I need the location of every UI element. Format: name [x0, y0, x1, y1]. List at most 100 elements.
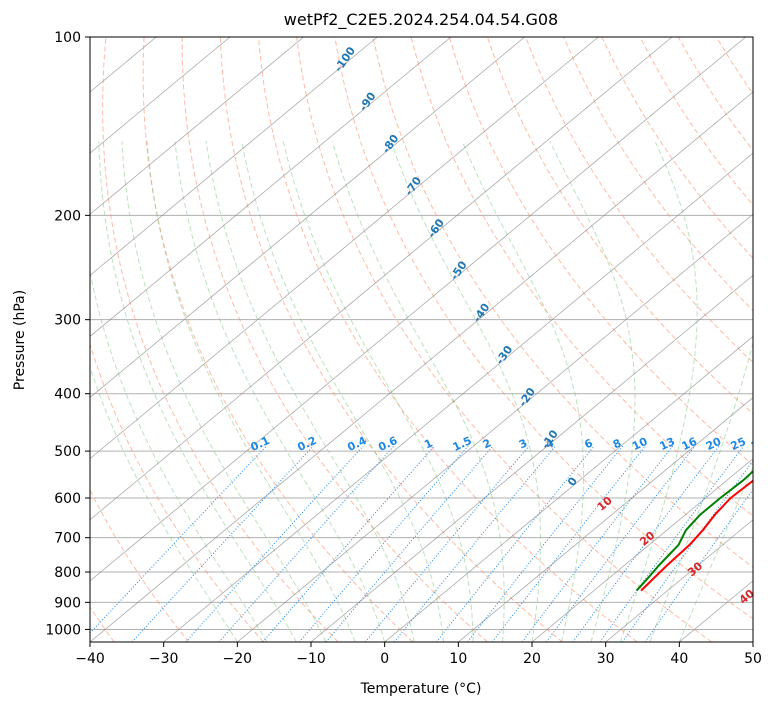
- isotherm: [605, 519, 753, 642]
- mixing-ratio-label: 13: [658, 435, 677, 453]
- moist-adiabat: [282, 141, 474, 642]
- isotherm: [163, 152, 753, 642]
- isotherm: [90, 91, 753, 642]
- isotherm: [90, 37, 304, 215]
- mixing-ratio-label: 16: [680, 435, 700, 453]
- y-axis-label: Pressure (hPa): [12, 290, 28, 390]
- isotherm-label: -50: [448, 258, 470, 282]
- dry-adiabat: [142, 37, 414, 642]
- isotherm: [531, 458, 753, 642]
- y-axis: 100 200 300 400 500 600 700 800 900 1000: [45, 30, 90, 638]
- isotherm: [384, 335, 753, 642]
- isotherm: [237, 213, 753, 642]
- mixing-ratio-line: [436, 445, 595, 642]
- moist-adiabat: [649, 341, 753, 642]
- dry-adiabat: [334, 37, 753, 620]
- isotherm-label: -70: [402, 174, 424, 198]
- moist-adiabat: [549, 141, 636, 642]
- y-tick-label: 200: [54, 208, 81, 224]
- isotherm: [752, 641, 753, 642]
- mixing-ratio-line: [364, 445, 530, 642]
- x-tick-label: 40: [670, 651, 688, 667]
- mixing-ratio-label: 36: [770, 435, 775, 453]
- dry-adiabat: [525, 37, 753, 364]
- dry-adiabat: [715, 37, 753, 95]
- isotherm-label: -80: [379, 132, 401, 156]
- x-tick-label: −10: [296, 651, 326, 667]
- mixing-ratio-label: 25: [729, 435, 748, 453]
- isotherm: [679, 580, 753, 642]
- isotherm: [458, 397, 753, 642]
- moist-adiabat: [241, 141, 445, 642]
- x-tick-label: 20: [523, 651, 541, 667]
- dewpoint-profile: [635, 469, 753, 592]
- isotherm: [90, 37, 378, 276]
- isotherm-label: -60: [425, 216, 447, 240]
- isotherm-label: -40: [470, 301, 492, 325]
- adiabat-label: 40: [737, 587, 757, 607]
- y-tick-label: 300: [54, 313, 81, 329]
- temperature-profile: [640, 479, 753, 592]
- isotherm-label: -90: [357, 90, 379, 114]
- mixing-ratio-line: [262, 445, 435, 642]
- isotherm-label: -10: [539, 427, 561, 451]
- dry-adiabat: [410, 37, 753, 517]
- moist-adiabat: [331, 141, 505, 642]
- dry-adiabat: [486, 37, 753, 415]
- dry-adiabat: [755, 37, 775, 642]
- y-tick-label: 700: [54, 531, 81, 547]
- isotherm-label: -30: [493, 343, 515, 367]
- y-tick-label: 900: [54, 595, 81, 611]
- isotherm: [310, 274, 753, 642]
- moist-adiabat: [146, 141, 356, 642]
- isotherm-label: 0: [565, 475, 580, 489]
- y-tick-label: 600: [54, 491, 81, 507]
- mixing-ratio-line: [325, 445, 494, 642]
- dry-adiabat: [563, 37, 753, 312]
- plot-background: [90, 37, 775, 642]
- moist-adiabat: [205, 141, 415, 642]
- moist-adiabat: [121, 141, 327, 642]
- dry-adiabat: [639, 37, 753, 206]
- mixing-ratio-line: [644, 488, 753, 642]
- y-tick-label: 500: [54, 444, 81, 460]
- mixing-ratio-line: [298, 445, 469, 642]
- isotherm: [90, 37, 673, 521]
- adiabat-label: 20: [637, 529, 657, 549]
- moist-adiabat: [90, 365, 238, 642]
- isotherm: [90, 37, 746, 582]
- isotherm: [90, 37, 525, 399]
- moist-adiabat: [390, 141, 541, 642]
- x-tick-label: 50: [744, 651, 762, 667]
- x-tick-label: 30: [597, 651, 615, 667]
- dry-adiabat: [372, 37, 753, 568]
- x-tick-label: −30: [149, 651, 179, 667]
- x-tick-label: 10: [449, 651, 467, 667]
- y-tick-label: 100: [54, 30, 81, 46]
- mixing-ratio-line: [90, 445, 267, 634]
- moist-adiabat: [461, 141, 584, 642]
- mixing-ratio-label: 10: [630, 435, 650, 453]
- isotherm-label: -100: [332, 44, 359, 74]
- x-axis-label: Temperature (°C): [360, 681, 482, 697]
- dry-adiabat: [448, 37, 753, 466]
- moist-adiabat: [174, 141, 386, 642]
- dry-adiabat: [296, 37, 712, 642]
- chart-title: wetPf2_C2E5.2024.254.04.54.G08: [284, 10, 558, 30]
- x-axis: −40 −30 −20 −10 0 10 20 30 40 50: [75, 642, 762, 667]
- mixing-ratio-line: [467, 445, 624, 642]
- mixing-ratio-label: 20: [704, 435, 724, 453]
- dry-adiabat: [181, 37, 488, 642]
- mixing-ratio-label: 30: [749, 435, 769, 453]
- isotherm: [90, 37, 452, 337]
- mixing-ratio-line: [491, 445, 646, 642]
- x-tick-label: −40: [75, 651, 105, 667]
- dry-adiabat: [90, 488, 190, 642]
- moist-adiabat: [98, 141, 297, 642]
- mixing-ratio-line: [393, 445, 556, 642]
- mixing-ratio-label: 6: [582, 436, 595, 451]
- mixing-ratio-line: [218, 445, 395, 642]
- isotherm: [90, 37, 599, 460]
- mixing-ratio-line: [131, 445, 314, 642]
- x-tick-label: 0: [380, 651, 389, 667]
